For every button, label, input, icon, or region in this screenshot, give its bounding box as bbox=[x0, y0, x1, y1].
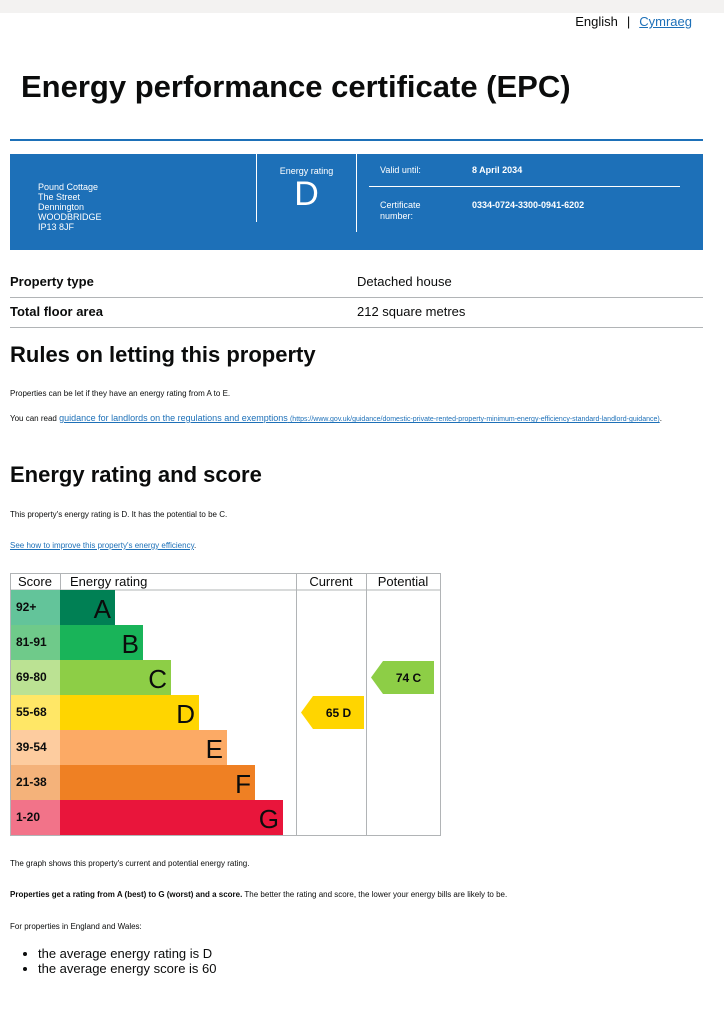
averages-list: the average energy rating is D the avera… bbox=[10, 946, 217, 976]
improve-link[interactable]: See how to improve this property's energ… bbox=[10, 541, 194, 550]
rating-bar-e bbox=[60, 730, 227, 765]
current-rating-arrow bbox=[301, 696, 364, 729]
letting-heading: Rules on letting this property bbox=[10, 342, 316, 367]
england-wales-note: For properties in England and Wales: bbox=[10, 922, 142, 931]
rating-letter-a: A bbox=[94, 594, 112, 624]
property-type-label: Property type bbox=[10, 274, 94, 289]
divider bbox=[256, 154, 257, 222]
certificate-number-value: 0334-0724-3300-0941-6202 bbox=[472, 200, 585, 210]
header-current: Current bbox=[309, 574, 353, 589]
chart-border bbox=[10, 573, 441, 836]
energy-rating-label: Energy rating bbox=[279, 166, 334, 176]
rating-bar-g bbox=[60, 800, 283, 835]
rating-letter-b: B bbox=[122, 629, 139, 659]
property-address: Pound Cottage The Street Dennington WOOD… bbox=[38, 182, 102, 232]
rating-bar-a bbox=[60, 590, 115, 625]
score-cell bbox=[11, 590, 60, 625]
letting-paragraph: Properties can be let if they have an en… bbox=[10, 389, 231, 398]
floor-area-value: 212 square metres bbox=[357, 304, 466, 319]
epc-summary-box: Pound Cottage The Street Dennington WOOD… bbox=[10, 154, 703, 250]
rating-letter-c: C bbox=[148, 664, 167, 694]
graph-note: The graph shows this property's current … bbox=[10, 859, 250, 868]
list-item: the average energy score is 60 bbox=[38, 961, 217, 976]
score-label: 1-20 bbox=[16, 810, 40, 824]
language-separator: | bbox=[626, 14, 631, 29]
score-cell bbox=[11, 660, 60, 695]
divider bbox=[356, 154, 357, 232]
title-rule bbox=[10, 139, 703, 141]
score-label: 55-68 bbox=[16, 705, 47, 719]
score-label: 81-91 bbox=[16, 635, 47, 649]
address-line: The Street bbox=[38, 192, 81, 202]
energy-rating-letter: D bbox=[294, 175, 319, 213]
energy-rating-paragraph: This property's energy rating is D. It h… bbox=[10, 510, 228, 519]
energy-rating-chart: Score Energy rating Current Potential 92+ A 8… bbox=[10, 573, 441, 836]
current-rating-label: 65 D bbox=[326, 706, 352, 720]
rating-letter-d: D bbox=[176, 699, 195, 729]
guidance-suffix: . bbox=[659, 414, 662, 423]
rating-letter-g: G bbox=[259, 804, 279, 834]
improve-paragraph: See how to improve this property's energ… bbox=[10, 541, 700, 551]
score-cell bbox=[11, 800, 60, 835]
guidance-link[interactable]: guidance for landlords on the regulation… bbox=[59, 413, 660, 423]
rating-explanation-rest: The better the rating and score, the low… bbox=[242, 890, 508, 899]
valid-until-label: Valid until: bbox=[380, 165, 421, 175]
score-label: 69-80 bbox=[16, 670, 47, 684]
header-score: Score bbox=[18, 574, 52, 589]
guidance-link-text: guidance for landlords on the regulation… bbox=[59, 413, 288, 423]
address-line: WOODBRIDGE bbox=[38, 212, 102, 222]
language-english: English bbox=[575, 14, 618, 29]
rating-explanation-bold: Properties get a rating from A (best) to… bbox=[10, 890, 243, 899]
floor-area-label: Total floor area bbox=[10, 304, 103, 319]
improve-suffix: . bbox=[194, 541, 197, 550]
valid-until-value: 8 April 2034 bbox=[472, 165, 523, 175]
certificate-number-label: Certificate number: bbox=[380, 200, 421, 221]
header-potential: Potential bbox=[378, 574, 429, 589]
score-cell bbox=[11, 730, 60, 765]
rating-bar-c bbox=[60, 660, 171, 695]
page-title: Energy performance certificate (EPC) bbox=[21, 69, 571, 104]
guidance-prefix: You can read bbox=[10, 414, 60, 423]
rating-letter-f: F bbox=[235, 769, 251, 799]
address-line: Pound Cottage bbox=[38, 182, 99, 192]
address-line: IP13 8JF bbox=[38, 222, 75, 232]
guidance-link-url: (https://www.gov.uk/guidance/domestic-pr… bbox=[289, 416, 660, 423]
list-item: the average energy rating is D bbox=[38, 946, 217, 961]
header-energy-rating: Energy rating bbox=[70, 574, 147, 589]
potential-rating-label: 74 C bbox=[396, 671, 422, 685]
chart-arrows: 65 D 74 C bbox=[301, 661, 434, 729]
rating-bar-b bbox=[60, 625, 143, 660]
score-cell bbox=[11, 625, 60, 660]
rating-letter-e: E bbox=[206, 734, 223, 764]
score-label: 92+ bbox=[16, 600, 36, 614]
language-switcher: English | Cymraeg bbox=[575, 14, 692, 29]
top-bar bbox=[0, 0, 724, 13]
rating-explanation: Properties get a rating from A (best) to… bbox=[10, 890, 700, 900]
divider bbox=[369, 186, 680, 187]
property-type-row: Property type Detached house bbox=[10, 267, 703, 298]
energy-heading: Energy rating and score bbox=[10, 462, 262, 487]
score-label: 21-38 bbox=[16, 775, 47, 789]
address-line: Dennington bbox=[38, 202, 85, 212]
potential-rating-arrow bbox=[371, 661, 434, 694]
rating-bar-d bbox=[60, 695, 199, 730]
floor-area-row: Total floor area 212 square metres bbox=[10, 297, 703, 328]
chart-bands: 92+ A 81-91 B 69-80 C 55-68 D 39-54 E 21-38 F 1-20 G bbox=[11, 590, 283, 835]
score-label: 39-54 bbox=[16, 740, 47, 754]
rating-bar-f bbox=[60, 765, 255, 800]
language-welsh-link[interactable]: Cymraeg bbox=[639, 14, 692, 29]
letting-guidance-paragraph: You can read guidance for landlords on t… bbox=[10, 413, 700, 425]
score-cell bbox=[11, 695, 60, 730]
score-cell bbox=[11, 765, 60, 800]
property-type-value: Detached house bbox=[357, 274, 452, 289]
